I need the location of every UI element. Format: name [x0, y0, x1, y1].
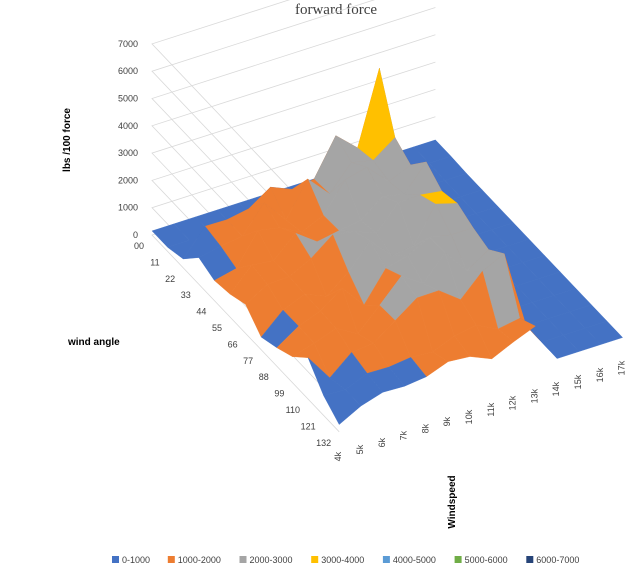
- wind-angle-tick-label: 66: [228, 339, 238, 349]
- windspeed-tick-label: 6k: [377, 437, 387, 447]
- legend-label: 1000-2000: [178, 555, 221, 565]
- legend-swatch: [454, 556, 462, 563]
- legend-item: 4000-5000: [382, 555, 436, 565]
- surface-plot: [151, 68, 623, 425]
- windspeed-tick-label: 16k: [595, 367, 605, 382]
- surface-cell: [323, 389, 362, 425]
- windspeed-tick-label: 12k: [508, 395, 518, 410]
- windspeed-tick-label: 5k: [355, 444, 365, 454]
- legend-item: 5000-6000: [454, 555, 508, 565]
- legend-item: 3000-4000: [311, 555, 364, 565]
- z-axis-label: lbs /100 force: [62, 108, 73, 172]
- windspeed-tick-label: 4k: [333, 451, 343, 461]
- legend-swatch: [239, 556, 247, 563]
- wind-angle-label: wind angle: [67, 337, 120, 348]
- legend: 0-1000 1000-2000 2000-3000 3000-4000 4000-50…: [112, 555, 579, 565]
- windspeed-ticks: 4k 5k 6k 7k 8k 9k 10k 11k 12k 13k 14k 15k 16k 17k: [333, 360, 626, 461]
- legend-label: 5000-6000: [465, 555, 508, 565]
- legend-swatch: [167, 556, 175, 563]
- legend-item: 2000-3000: [239, 555, 293, 565]
- z-tick-label: 1000: [118, 203, 138, 213]
- wind-angle-tick-label: 55: [212, 323, 222, 333]
- windspeed-tick-label: 7k: [399, 430, 409, 440]
- wind-angle-tick-label: 77: [243, 356, 253, 366]
- windspeed-tick-label: 15k: [573, 374, 583, 389]
- legend-label: 0-1000: [122, 555, 150, 565]
- wind-angle-tick-label: 88: [259, 372, 269, 382]
- windspeed-tick-label: 14k: [551, 381, 561, 396]
- wind-angle-tick-label: 132: [316, 438, 331, 448]
- legend-swatch: [382, 556, 390, 563]
- wind-angle-tick-label: 99: [274, 389, 284, 399]
- legend-item: 1000-2000: [167, 555, 221, 565]
- legend-item: 0-1000: [112, 555, 150, 565]
- z-tick-label: 6000: [118, 66, 138, 76]
- z-tick-label: 2000: [118, 175, 138, 185]
- wind-angle-tick-label: 44: [196, 307, 206, 317]
- legend-label: 3000-4000: [321, 555, 364, 565]
- legend-swatch: [526, 556, 534, 563]
- windspeed-tick-label: 11k: [486, 402, 496, 416]
- legend-label: 4000-5000: [393, 555, 436, 565]
- wind-angle-tick-label: 110: [286, 405, 300, 415]
- z-tick-label: 3000: [118, 148, 138, 158]
- wind-angle-tick-label: 00: [134, 241, 144, 251]
- z-tick-label: 7000: [118, 39, 138, 49]
- wind-angle-tick-label: 121: [301, 421, 316, 431]
- wind-angle-tick-label: 11: [150, 257, 159, 267]
- windspeed-tick-label: 8k: [420, 423, 430, 433]
- legend-label: 6000-7000: [536, 555, 579, 565]
- chart-title: forward force: [295, 2, 377, 18]
- legend-label: 2000-3000: [250, 555, 293, 565]
- windspeed-tick-label: 9k: [442, 416, 452, 426]
- gridline: [151, 0, 340, 241]
- windspeed-label: Windspeed: [447, 475, 458, 528]
- z-tick-label: 0: [133, 230, 138, 240]
- legend-swatch: [311, 556, 319, 563]
- windspeed-tick-label: 13k: [529, 388, 539, 403]
- wind-angle-tick-label: 22: [165, 274, 175, 284]
- legend-swatch: [112, 556, 119, 563]
- wind-angle-tick-label: 33: [181, 290, 191, 300]
- z-tick-label: 4000: [118, 121, 138, 131]
- z-tick-label: 5000: [118, 94, 138, 104]
- legend-item: 6000-7000: [526, 555, 579, 565]
- windspeed-tick-label: 17k: [617, 360, 627, 375]
- windspeed-tick-label: 10k: [464, 409, 474, 424]
- z-axis-ticks: 0 1000 2000 3000 4000 5000 6000 7000: [118, 39, 138, 240]
